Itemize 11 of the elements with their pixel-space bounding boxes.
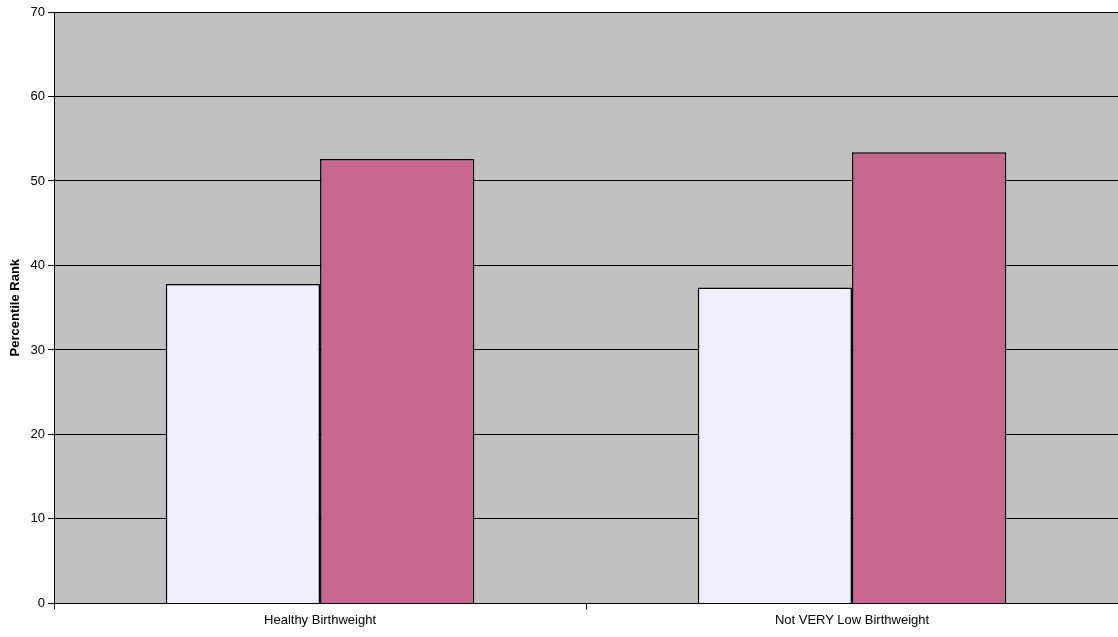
y-tick-label: 30	[30, 341, 46, 357]
y-axis-title: Percentile Rank	[7, 258, 23, 357]
x-tick-label: Not VERY Low Birthweight	[774, 611, 930, 627]
y-tick-label: 0	[37, 594, 46, 610]
x-tick-label: Healthy Birthweight	[264, 611, 377, 627]
y-tick-label: 20	[30, 426, 46, 442]
y-tick-label: 50	[30, 172, 46, 188]
y-tick-label: 60	[30, 88, 46, 104]
y-tick-label: 40	[30, 257, 46, 273]
y-tick-label: 70	[30, 3, 46, 19]
y-tick-label: 10	[30, 510, 46, 526]
